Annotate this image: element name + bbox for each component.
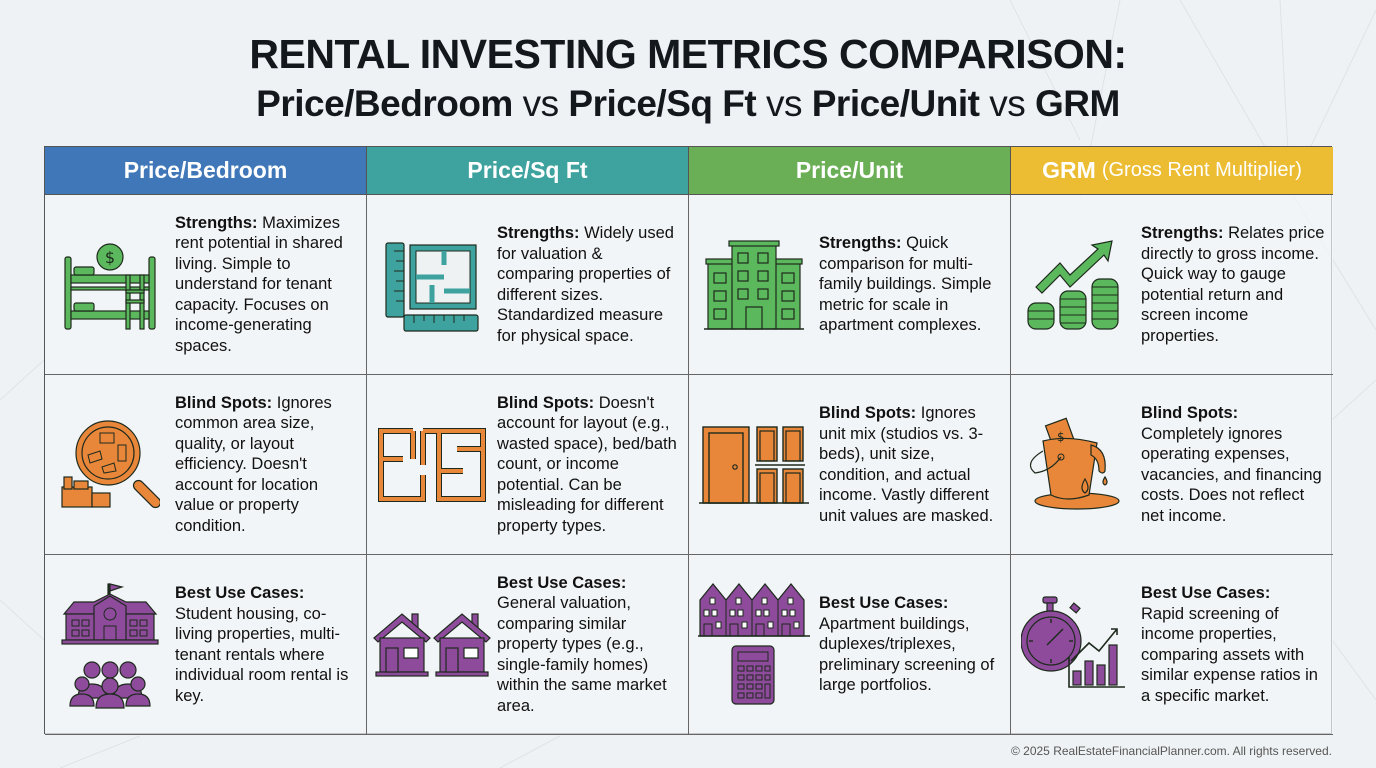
cell-description: Rapid screening of income properties, co… [1141, 604, 1318, 705]
cell-text: Best Use Cases: Apartment buildings, dupl… [819, 593, 1010, 696]
cell-description: Quick comparison for multi-family buildi… [819, 234, 992, 335]
apartment-building-icon [689, 210, 819, 360]
copyright-footer: © 2025 RealEstateFinancialPlanner.com. A… [1010, 744, 1332, 758]
page-subtitle: Price/Bedroom vs Price/Sq Ft vs Price/Un… [0, 82, 1376, 126]
column-header-price-sqft: Price/Sq Ft [367, 147, 689, 195]
subtitle-part: vs [512, 83, 569, 124]
subtitle-part: vs [756, 83, 812, 124]
leaking-bucket-money-icon: $ [1011, 390, 1141, 540]
doors-icon [689, 390, 819, 540]
cell-text: Strengths: Widely used for valuation & c… [497, 223, 688, 346]
cell-text: Best Use Cases: Student housing, co-livin… [175, 583, 366, 706]
cell-text: Strengths: Quick comparison for multi-fa… [819, 233, 1010, 336]
cell-text: Blind Spots: Completely ignores operating… [1141, 403, 1333, 526]
cell-description: Ignores common area size, quality, or la… [175, 393, 332, 535]
column-header-label: GRM [1042, 157, 1096, 183]
column-header-label: Price/Sq Ft [467, 157, 588, 183]
row-heading: Strengths: [175, 213, 258, 232]
row-heading: Strengths: [497, 224, 580, 242]
svg-text:$: $ [105, 248, 115, 267]
cell-best-use-price-bedroom: Best Use Cases: Student housing, co-livin… [45, 555, 367, 735]
cell-best-use-price-unit: Best Use Cases: Apartment buildings, dupl… [689, 555, 1011, 735]
column-header-label: Price/Unit [795, 157, 904, 183]
cell-blind-spots-price-unit: Blind Spots: Ignores unit mix (studios v… [689, 375, 1011, 555]
row-heading: Blind Spots: [819, 404, 917, 422]
row-heading: Strengths: [819, 234, 902, 253]
subtitle-part: Price/Sq Ft [568, 83, 757, 124]
magnifier-room-icon [45, 390, 175, 540]
row-heading: Strengths: [1141, 224, 1224, 242]
cell-description: Student housing, co-living properties, m… [175, 604, 349, 705]
row-heading: Best Use Cases: [819, 594, 949, 613]
svg-text:$: $ [1057, 430, 1065, 444]
cell-description: Maximizes rent potential in shared livin… [175, 213, 343, 355]
two-houses-icon [367, 570, 497, 720]
cell-text: Blind Spots: Ignores unit mix (studios v… [819, 403, 1010, 526]
row-heading: Blind Spots: [175, 393, 273, 412]
cell-blind-spots-grm: $ Blind Spots: Completely ignores operati… [1011, 375, 1333, 555]
cell-text: Strengths: Maximizes rent potential in s… [175, 213, 366, 357]
coins-growth-arrow-icon [1011, 210, 1141, 360]
cell-description: Widely used for valuation & comparing pr… [497, 224, 674, 345]
cell-strengths-price-unit: Strengths: Quick comparison for multi-fa… [689, 195, 1011, 375]
cell-text: Blind Spots: Ignores common area size, q… [175, 393, 366, 537]
cell-description: Doesn't account for layout (e.g., wasted… [497, 393, 677, 535]
cell-description: General valuation, comparing similar pro… [497, 594, 667, 715]
school-people-icon [45, 570, 175, 720]
column-header-grm: GRM (Gross Rent Multiplier) [1011, 147, 1333, 195]
subtitle-part: Price/Unit [811, 83, 980, 124]
row-heading: Blind Spots: [497, 393, 595, 412]
bunk-bed-dollar-icon: $ [45, 210, 175, 360]
cell-description: Apartment buildings, duplexes/triplexes,… [819, 614, 995, 695]
page-title: RENTAL INVESTING METRICS COMPARISON: [249, 31, 1127, 77]
cell-blind-spots-price-sqft: Blind Spots: Doesn't account for layout … [367, 375, 689, 555]
row-heading: Best Use Cases: [175, 584, 305, 602]
cell-best-use-price-sqft: Best Use Cases: General valuation, compar… [367, 555, 689, 735]
comparison-table: Price/Bedroom Price/Sq Ft Price/Unit GRM… [44, 146, 1333, 735]
cell-best-use-grm: Best Use Cases: Rapid screening of income… [1011, 555, 1333, 735]
column-header-price-unit: Price/Unit [689, 147, 1011, 195]
cell-description: Ignores unit mix (studios vs. 3-beds), u… [819, 404, 994, 525]
row-heading: Best Use Cases: [1141, 584, 1271, 602]
row-heading: Best Use Cases: [497, 573, 627, 592]
column-header-price-bedroom: Price/Bedroom [45, 147, 367, 195]
subtitle-part: GRM [1035, 83, 1120, 124]
column-header-sublabel: (Gross Rent Multiplier) [1101, 159, 1302, 181]
cell-text: Blind Spots: Doesn't account for layout … [497, 393, 688, 537]
row-heading: Blind Spots: [1141, 404, 1239, 422]
room-layout-icon [367, 390, 497, 540]
cell-text: Best Use Cases: Rapid screening of income… [1141, 583, 1333, 706]
cell-description: Relates price directly to gross income. … [1141, 224, 1325, 345]
subtitle-part: Price/Bedroom [256, 83, 513, 124]
cell-text: Best Use Cases: General valuation, compar… [497, 573, 688, 717]
cell-blind-spots-price-bedroom: Blind Spots: Ignores common area size, q… [45, 375, 367, 555]
subtitle-part: vs [979, 83, 1036, 124]
column-header-label: Price/Bedroom [123, 157, 288, 183]
cell-strengths-price-bedroom: $ Strengths: Maximizes rent potential in… [45, 195, 367, 375]
cell-strengths-price-sqft: Strengths: Widely used for valuation & c… [367, 195, 689, 375]
stopwatch-chart-icon [1011, 570, 1141, 720]
townhouses-calculator-icon [689, 570, 819, 720]
cell-strengths-grm: Strengths: Relates price directly to gro… [1011, 195, 1333, 375]
cell-description: Completely ignores operating expenses, v… [1141, 424, 1322, 525]
floor-plan-ruler-icon [367, 210, 497, 360]
cell-text: Strengths: Relates price directly to gro… [1141, 223, 1333, 346]
